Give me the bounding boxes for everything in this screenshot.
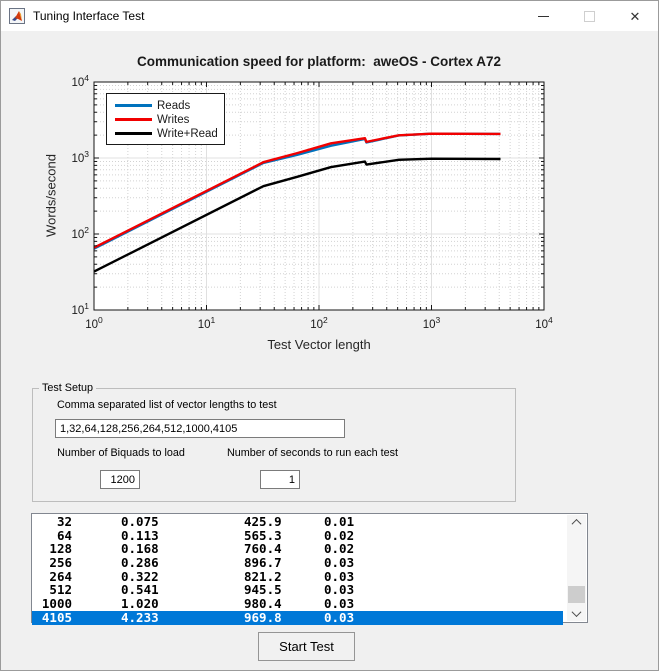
close-button[interactable]: ✕	[612, 1, 658, 31]
scrollbar-thumb[interactable]	[568, 586, 585, 603]
tick-label: 102	[71, 225, 89, 241]
vector-lengths-input[interactable]	[55, 419, 345, 438]
seconds-label: Number of seconds to run each test	[227, 447, 399, 459]
table-cell: 4.233	[121, 609, 159, 625]
legend-label: Write+Read	[157, 127, 218, 140]
table-cell: 1.020	[121, 596, 159, 612]
table-cell: 945.5	[244, 582, 282, 598]
legend-line-sample	[115, 118, 152, 121]
table-cell: 0.168	[121, 541, 159, 557]
scroll-up-button[interactable]	[567, 515, 586, 530]
speed-chart: 100 101 102 103 104 101 102 103 104 Communicatio…	[1, 31, 659, 387]
table-cell: 0.286	[121, 555, 159, 571]
table-row[interactable]: 512 0.541 945.5 0.03	[32, 583, 563, 597]
table-cell: 128	[49, 541, 72, 557]
table-row[interactable]: 256 0.286 896.7 0.03	[32, 556, 563, 570]
table-cell: 969.8	[244, 609, 282, 625]
table-cell: 32	[56, 514, 72, 529]
legend-label: Writes	[157, 113, 190, 126]
legend-entry: Reads	[107, 99, 224, 112]
results-listbox[interactable]: 32 0.075 425.9 0.01 64 0.113 565.3 0.02 128 0.168…	[31, 513, 588, 625]
group-label: Test Setup	[39, 382, 97, 394]
table-cell: 565.3	[244, 527, 282, 543]
minimize-icon	[537, 15, 549, 17]
series-line-write-read	[93, 157, 501, 273]
legend-line-sample	[115, 132, 152, 135]
table-cell: 264	[49, 568, 72, 584]
legend-entry: Writes	[107, 113, 224, 126]
table-cell: 821.2	[244, 568, 282, 584]
x-axis-label: Test Vector length	[267, 337, 371, 352]
chart-title: Communication speed for platform: aweOS …	[136, 54, 502, 69]
table-cell: 0.03	[324, 609, 355, 625]
tick-label: 102	[310, 315, 328, 331]
table-cell: 980.4	[244, 596, 282, 612]
table-row[interactable]: 128 0.168 760.4 0.02	[32, 542, 563, 556]
table-row[interactable]: 32 0.075 425.9 0.01	[32, 515, 563, 529]
table-cell: 0.075	[121, 514, 159, 529]
titlebar: Tuning Interface Test ✕	[1, 1, 658, 31]
results-rows: 32 0.075 425.9 0.01 64 0.113 565.3 0.02 128 0.168…	[32, 515, 563, 625]
legend-line-sample	[115, 104, 152, 107]
results-scrollbar[interactable]	[567, 515, 586, 621]
table-row[interactable]: 64 0.113 565.3 0.02	[32, 527, 563, 543]
tick-label: 103	[423, 315, 441, 331]
close-icon: ✕	[629, 8, 641, 24]
table-cell: 0.113	[121, 527, 159, 543]
table-cell: 256	[49, 555, 72, 571]
start-test-button[interactable]: Start Test	[258, 632, 355, 661]
table-cell: 512	[49, 582, 72, 598]
tick-label: 100	[85, 315, 103, 331]
table-row[interactable]: 4105 4.233 969.8 0.03	[32, 611, 563, 625]
table-row[interactable]: 264 0.322 821.2 0.03	[32, 570, 563, 584]
tick-label: 104	[535, 315, 553, 331]
seconds-input[interactable]	[260, 470, 300, 489]
table-cell: 425.9	[244, 514, 282, 529]
tick-label: 101	[198, 315, 216, 331]
maximize-icon	[583, 10, 595, 22]
table-cell: 0.03	[324, 555, 355, 571]
table-cell: 0.03	[324, 596, 355, 612]
table-cell: 896.7	[244, 555, 282, 571]
tick-label: 103	[71, 149, 89, 165]
legend-entry: Write+Read	[107, 127, 224, 140]
chevron-up-icon	[571, 518, 582, 529]
tick-label: 104	[71, 73, 89, 89]
table-cell: 0.03	[324, 582, 355, 598]
biquads-label: Number of Biquads to load	[57, 447, 185, 459]
test-setup-group: Test Setup Comma separated list of vecto…	[32, 382, 516, 502]
table-cell: 1000	[41, 596, 72, 612]
biquads-input[interactable]	[100, 470, 140, 489]
table-cell: 0.541	[121, 582, 159, 598]
table-cell: 0.01	[324, 514, 355, 529]
table-cell: 0.02	[324, 541, 355, 557]
minimize-button[interactable]	[520, 1, 566, 31]
table-cell: 64	[56, 527, 72, 543]
table-cell: 0.02	[324, 527, 355, 543]
chevron-down-icon	[571, 607, 582, 618]
table-row[interactable]: 1000 1.020 980.4 0.03	[32, 597, 563, 611]
scroll-down-button[interactable]	[567, 606, 586, 621]
table-cell: 4105	[41, 609, 72, 625]
legend-label: Reads	[157, 99, 191, 112]
window-title: Tuning Interface Test	[33, 9, 145, 23]
y-axis-label: Words/second	[43, 154, 59, 237]
vector-lengths-label: Comma separated list of vector lengths t…	[57, 399, 277, 411]
table-cell: 760.4	[244, 541, 282, 557]
tick-label: 101	[71, 301, 89, 317]
maximize-button	[566, 1, 612, 31]
table-cell: 0.03	[324, 568, 355, 584]
chart-legend: Reads Writes Write+Read	[106, 93, 225, 145]
series-line-writes	[93, 132, 501, 249]
table-cell: 0.322	[121, 568, 159, 584]
matlab-app-icon	[9, 8, 25, 24]
